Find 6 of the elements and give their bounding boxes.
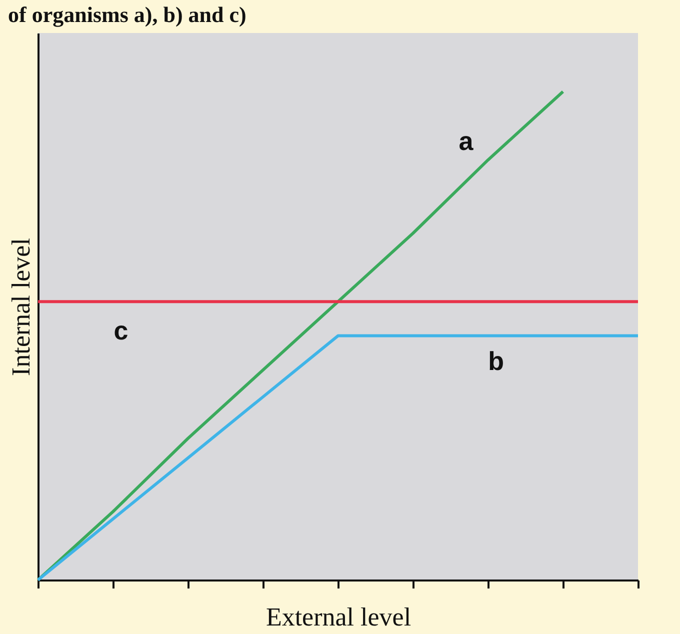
x-axis-title: External level <box>266 602 412 632</box>
series-label: a <box>458 126 474 156</box>
y-axis-title: Internal level <box>6 238 36 376</box>
series-label: b <box>488 346 504 376</box>
series-label: c <box>114 316 128 346</box>
chart-title: of organisms a), b) and c) <box>8 2 246 27</box>
